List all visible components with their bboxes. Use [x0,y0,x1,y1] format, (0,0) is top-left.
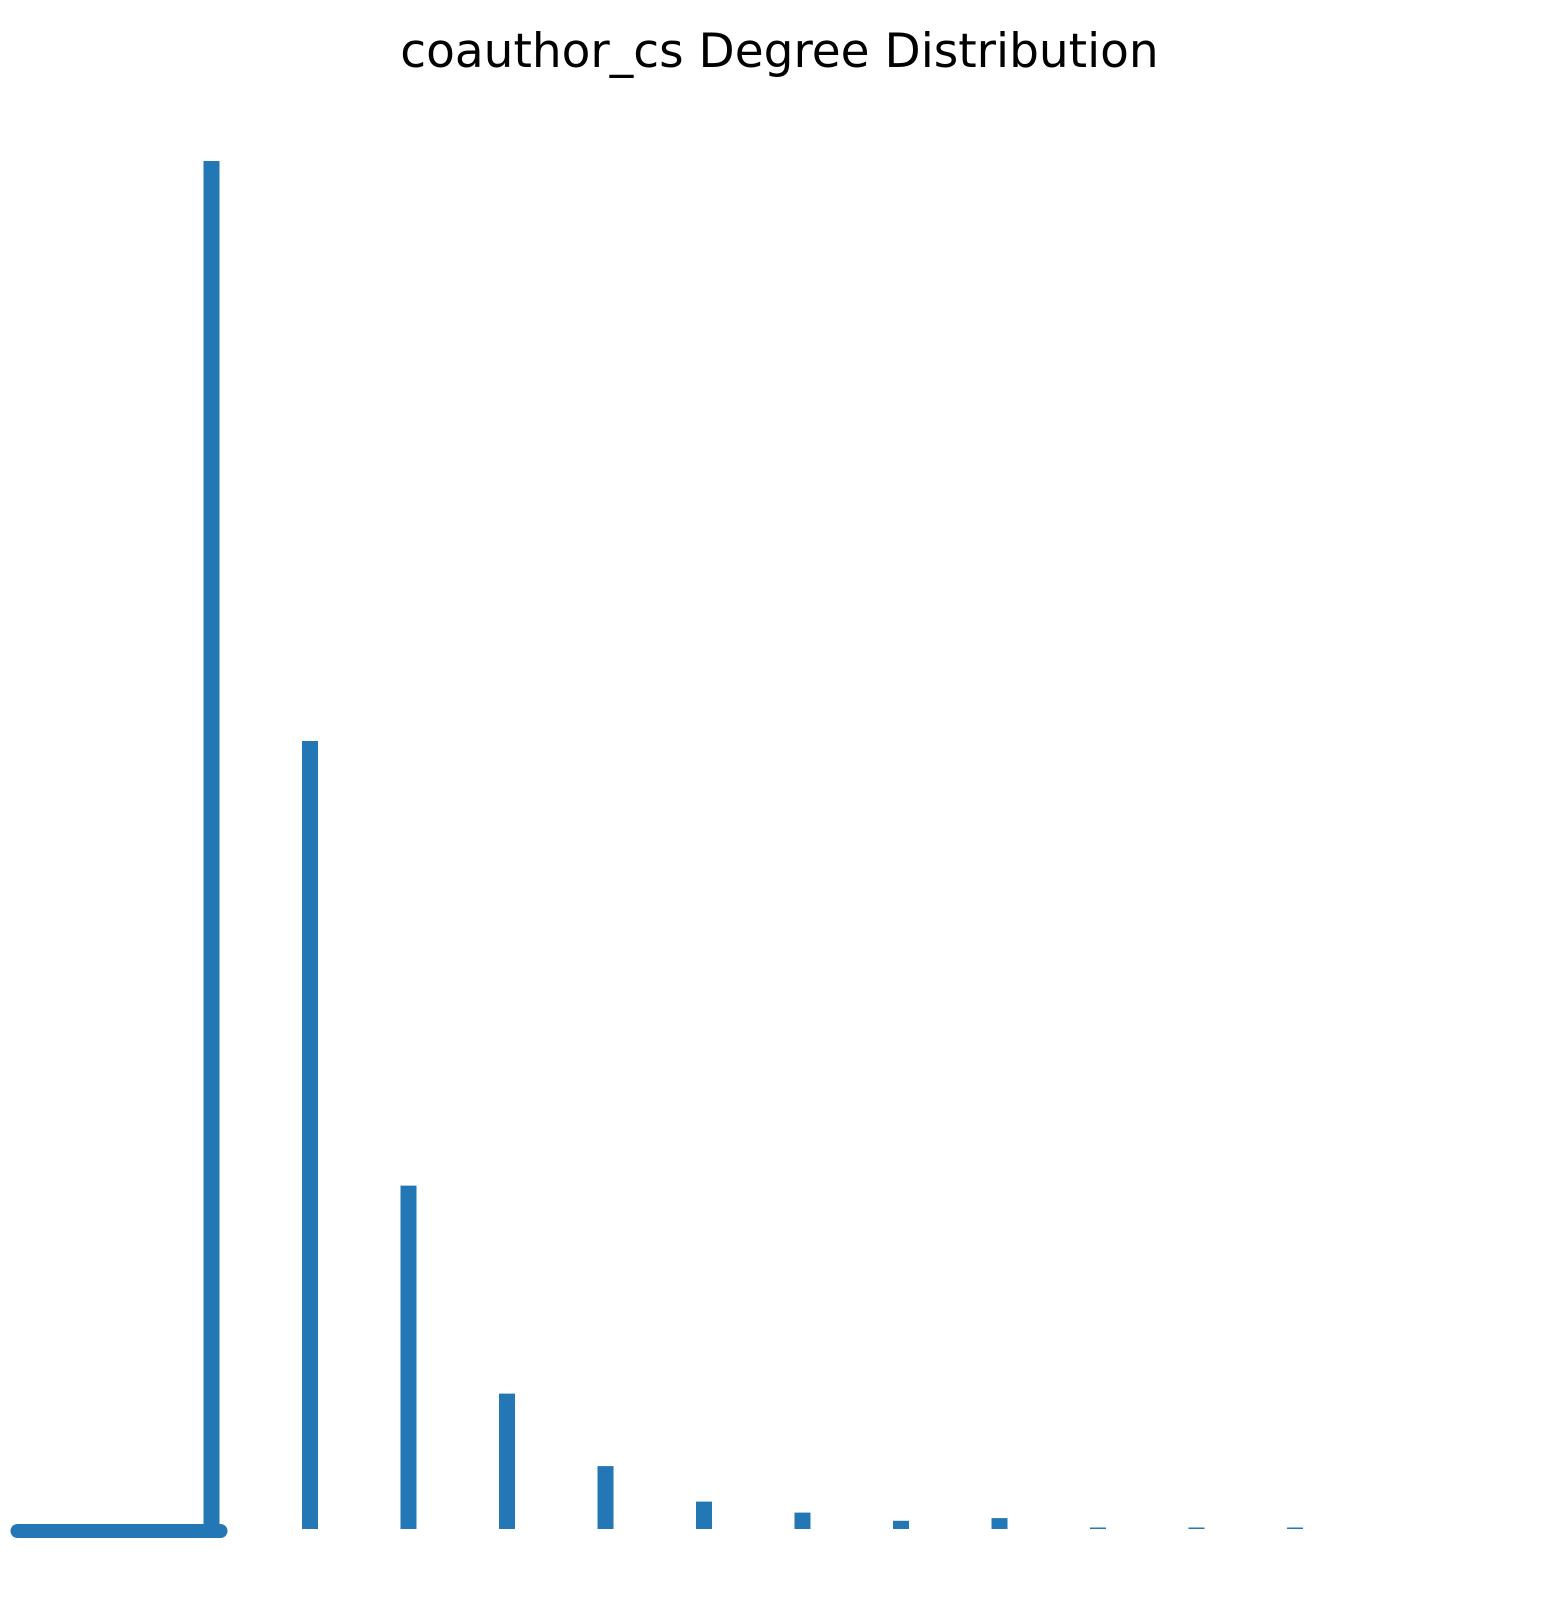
bar-7 [696,1501,712,1529]
bar-12 [1188,1527,1205,1529]
bar-10 [991,1518,1008,1529]
bar-11 [1090,1527,1106,1529]
bar-4 [400,1185,417,1529]
bar-3 [302,741,318,1529]
bar-13 [1287,1527,1303,1529]
bar-9 [893,1520,909,1529]
bar-6 [597,1466,614,1529]
chart-title: coauthor_cs Degree Distribution [400,24,1159,79]
bar-2 [203,161,220,1529]
bar-5 [499,1393,515,1529]
bar-8 [794,1512,811,1529]
